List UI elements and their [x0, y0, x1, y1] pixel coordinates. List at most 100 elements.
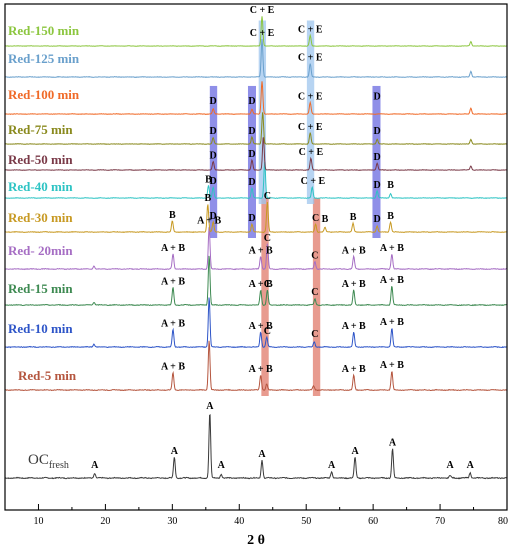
peak-label-oc-6: A	[328, 460, 336, 471]
series-label-red-15-min: Red-15 min	[8, 281, 73, 296]
peak-label-red-75-min-3: C + E	[298, 122, 323, 133]
series-label-main: OC	[28, 452, 49, 468]
series-line-red-75-min	[4, 112, 507, 145]
peak-label-red-150-min-1: C + E	[250, 5, 275, 16]
series-line-red-15-min	[4, 255, 507, 307]
series-label-red-125-min: Red-125 min	[8, 51, 80, 66]
plot-frame	[4, 3, 508, 511]
highlight-band-1	[261, 198, 269, 396]
series-label-oc: OCfresh	[28, 452, 69, 471]
series-line-red-10-min	[4, 297, 507, 349]
series-label-red-20min: Red- 20min	[8, 243, 73, 258]
peak-labels: A A A A A A A A A A A + B A + B A + B A + B A + B A + B…	[91, 5, 474, 471]
series-line-red-125-min	[4, 39, 507, 78]
peak-label-red-30-min-9: D	[374, 214, 381, 225]
peak-label-red-150-min-2: C + E	[298, 25, 323, 36]
peak-label-red-20min-6: A + B	[342, 246, 366, 257]
peak-label-red-15-min-3: C	[264, 279, 271, 290]
peak-label-red-30-min-3: D	[210, 211, 217, 222]
peak-label-oc-10: A	[467, 460, 475, 471]
x-tick-label-40: 40	[234, 516, 244, 527]
peak-label-red-5-min-1: A + B	[161, 362, 185, 373]
peak-label-red-30-min-1: B	[169, 210, 176, 221]
peak-label-red-15-min-6: A + B	[380, 275, 404, 286]
x-tick-label-50: 50	[301, 516, 311, 527]
peak-label-red-30-min-8: B	[350, 212, 357, 223]
x-axis: 10 20 30 40 50 60 70 80	[4, 504, 508, 527]
peak-label-red-40-min-6: B	[387, 180, 394, 191]
peak-label-red-40-min-4: C + E	[301, 176, 326, 187]
peak-label-red-100-min-4: D	[374, 91, 381, 102]
peak-label-red-20min-4: C	[264, 233, 271, 244]
peak-label-oc-9: A	[446, 460, 454, 471]
peak-label-red-10-min-6: A + B	[380, 317, 404, 328]
x-tick-label-70: 70	[435, 516, 445, 527]
peak-label-red-5-min-3: A + B	[342, 364, 366, 375]
series-label-subscript: fresh	[49, 460, 69, 471]
peak-label-red-30-min-7: B	[322, 214, 329, 225]
series-label-red-5-min: Red-5 min	[18, 368, 77, 383]
highlight-band-3	[258, 20, 267, 204]
peak-label-oc-1: A	[91, 460, 99, 471]
peak-label-red-40-min-5: D	[374, 180, 381, 191]
peak-label-red-15-min-4: C	[311, 287, 318, 298]
x-tick-label-80: 80	[498, 516, 508, 527]
peak-label-red-75-min-1: D	[210, 126, 217, 137]
peak-label-red-30-min-10: B	[387, 211, 394, 222]
peak-label-red-40-min-1: B	[205, 174, 212, 185]
series-label-red-10-min: Red-10 min	[8, 321, 73, 336]
peak-label-red-100-min-3: C + E	[298, 91, 323, 102]
peak-label-red-30-min-2: B	[204, 193, 211, 204]
series-line-red-100-min	[4, 81, 507, 115]
series-line-oc	[4, 414, 507, 480]
peak-label-red-50-min-4: D	[374, 152, 381, 163]
peak-label-red-75-min-4: D	[374, 126, 381, 137]
series-label-red-100-min: Red-100 min	[8, 87, 80, 102]
series-label-red-50-min: Red-50 min	[8, 152, 73, 167]
series-line-red-150-min	[4, 16, 507, 47]
peak-label-red-20min-5: C	[311, 251, 318, 262]
series-label-red-30-min: Red-30 min	[8, 210, 73, 225]
x-tick-label-20: 20	[100, 516, 110, 527]
peak-label-red-15-min-1: A + B	[161, 277, 185, 288]
highlight-band-4	[306, 20, 315, 204]
highlight-band-6	[247, 85, 256, 238]
peak-label-red-125-min-2: C + E	[298, 53, 323, 64]
x-tick-label-60: 60	[368, 516, 378, 527]
peak-label-red-125-min-1: C + E	[250, 28, 275, 39]
peak-label-red-30-min-5: C	[264, 191, 271, 202]
x-axis-title: 2 θ	[247, 533, 265, 548]
peak-label-red-5-min-4: A + B	[380, 360, 404, 371]
series-labels: OCfresh Red-5 min Red-10 min Red-15 min Red-…	[8, 23, 80, 471]
series-lines	[4, 16, 508, 480]
series-label-red-150-min: Red-150 min	[8, 23, 80, 38]
peak-label-red-50-min-2: D	[248, 149, 255, 160]
peak-label-red-30-min-4: D	[248, 213, 255, 224]
peak-label-red-40-min-2: D	[210, 176, 217, 187]
peak-label-red-100-min-1: D	[210, 96, 217, 107]
peak-label-red-10-min-5: A + B	[342, 321, 366, 332]
series-line-red-50-min	[4, 136, 507, 171]
peak-label-oc-2: A	[171, 446, 179, 457]
peak-label-red-15-min-2: A + B	[249, 279, 273, 290]
highlight-band-2	[312, 198, 321, 396]
peak-label-red-50-min-1: D	[210, 151, 217, 162]
peak-label-red-20min-1: A + B	[161, 243, 185, 254]
peak-label-oc-7: A	[351, 446, 359, 457]
peak-label-oc-8: A	[389, 437, 397, 448]
series-line-red-20min	[4, 227, 507, 271]
peak-label-red-15-min-5: A + B	[342, 279, 366, 290]
peak-label-red-20min-3: A + B	[249, 246, 273, 257]
series-line-red-5-min	[4, 340, 508, 392]
x-tick-label-30: 30	[167, 516, 177, 527]
highlight-band-7	[372, 85, 381, 238]
series-label-red-75-min: Red-75 min	[8, 122, 73, 137]
peak-label-red-10-min-3: C	[264, 326, 271, 337]
series-line-red-40-min	[4, 162, 507, 199]
peak-label-red-10-min-4: C	[311, 329, 318, 340]
peak-label-oc-4: A	[218, 460, 226, 471]
peak-label-red-100-min-2: D	[248, 96, 255, 107]
peak-label-red-10-min-2: A + B	[249, 321, 273, 332]
